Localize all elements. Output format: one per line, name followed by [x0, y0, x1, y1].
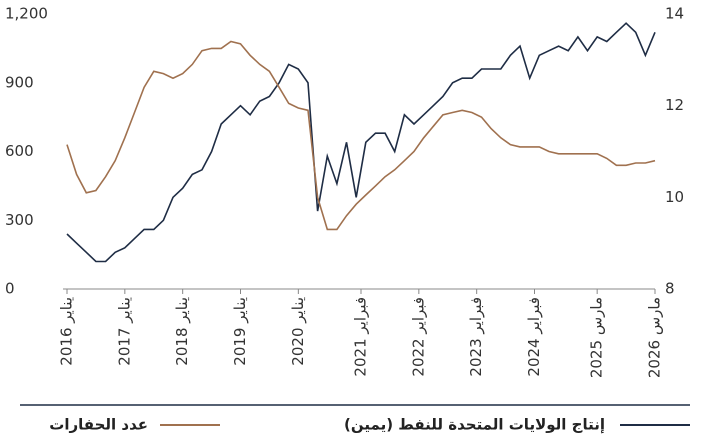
- series-line: [66, 22, 656, 263]
- x-tick-label: يناير 2017: [115, 297, 133, 366]
- legend-label: عدد الحفارات: [49, 416, 148, 434]
- y-tick-label: 0: [5, 280, 15, 298]
- x-tick-label: يناير 2018: [173, 297, 191, 366]
- x-tick-label: فبراير 2021: [352, 297, 370, 377]
- y-tick-label: 1,200: [5, 5, 48, 23]
- x-tick-label: يناير 2020: [289, 297, 307, 366]
- x-tick-label: مارس 2026: [646, 297, 664, 378]
- x-tick-label: فبراير 2024: [525, 297, 543, 377]
- y2-tick-label: 10: [665, 188, 684, 206]
- y2-tick-label: 8: [665, 280, 675, 298]
- x-tick-label: فبراير 2022: [409, 297, 427, 377]
- y2-tick-label: 14: [665, 5, 684, 23]
- legend-label: إنتاج الولايات المتحدة للنفط (يمين): [344, 416, 605, 434]
- y-tick-label: 600: [5, 142, 34, 160]
- y2-tick-label: 12: [665, 96, 684, 114]
- x-tick-label: فبراير 2023: [467, 297, 485, 377]
- x-tick-label: يناير 2019: [231, 297, 249, 366]
- x-tick-label: يناير 2016: [58, 297, 76, 366]
- y-tick-label: 300: [5, 211, 34, 229]
- y-tick-label: 900: [5, 73, 34, 91]
- x-tick-label: مارس 2025: [588, 297, 606, 378]
- series-line: [66, 40, 656, 231]
